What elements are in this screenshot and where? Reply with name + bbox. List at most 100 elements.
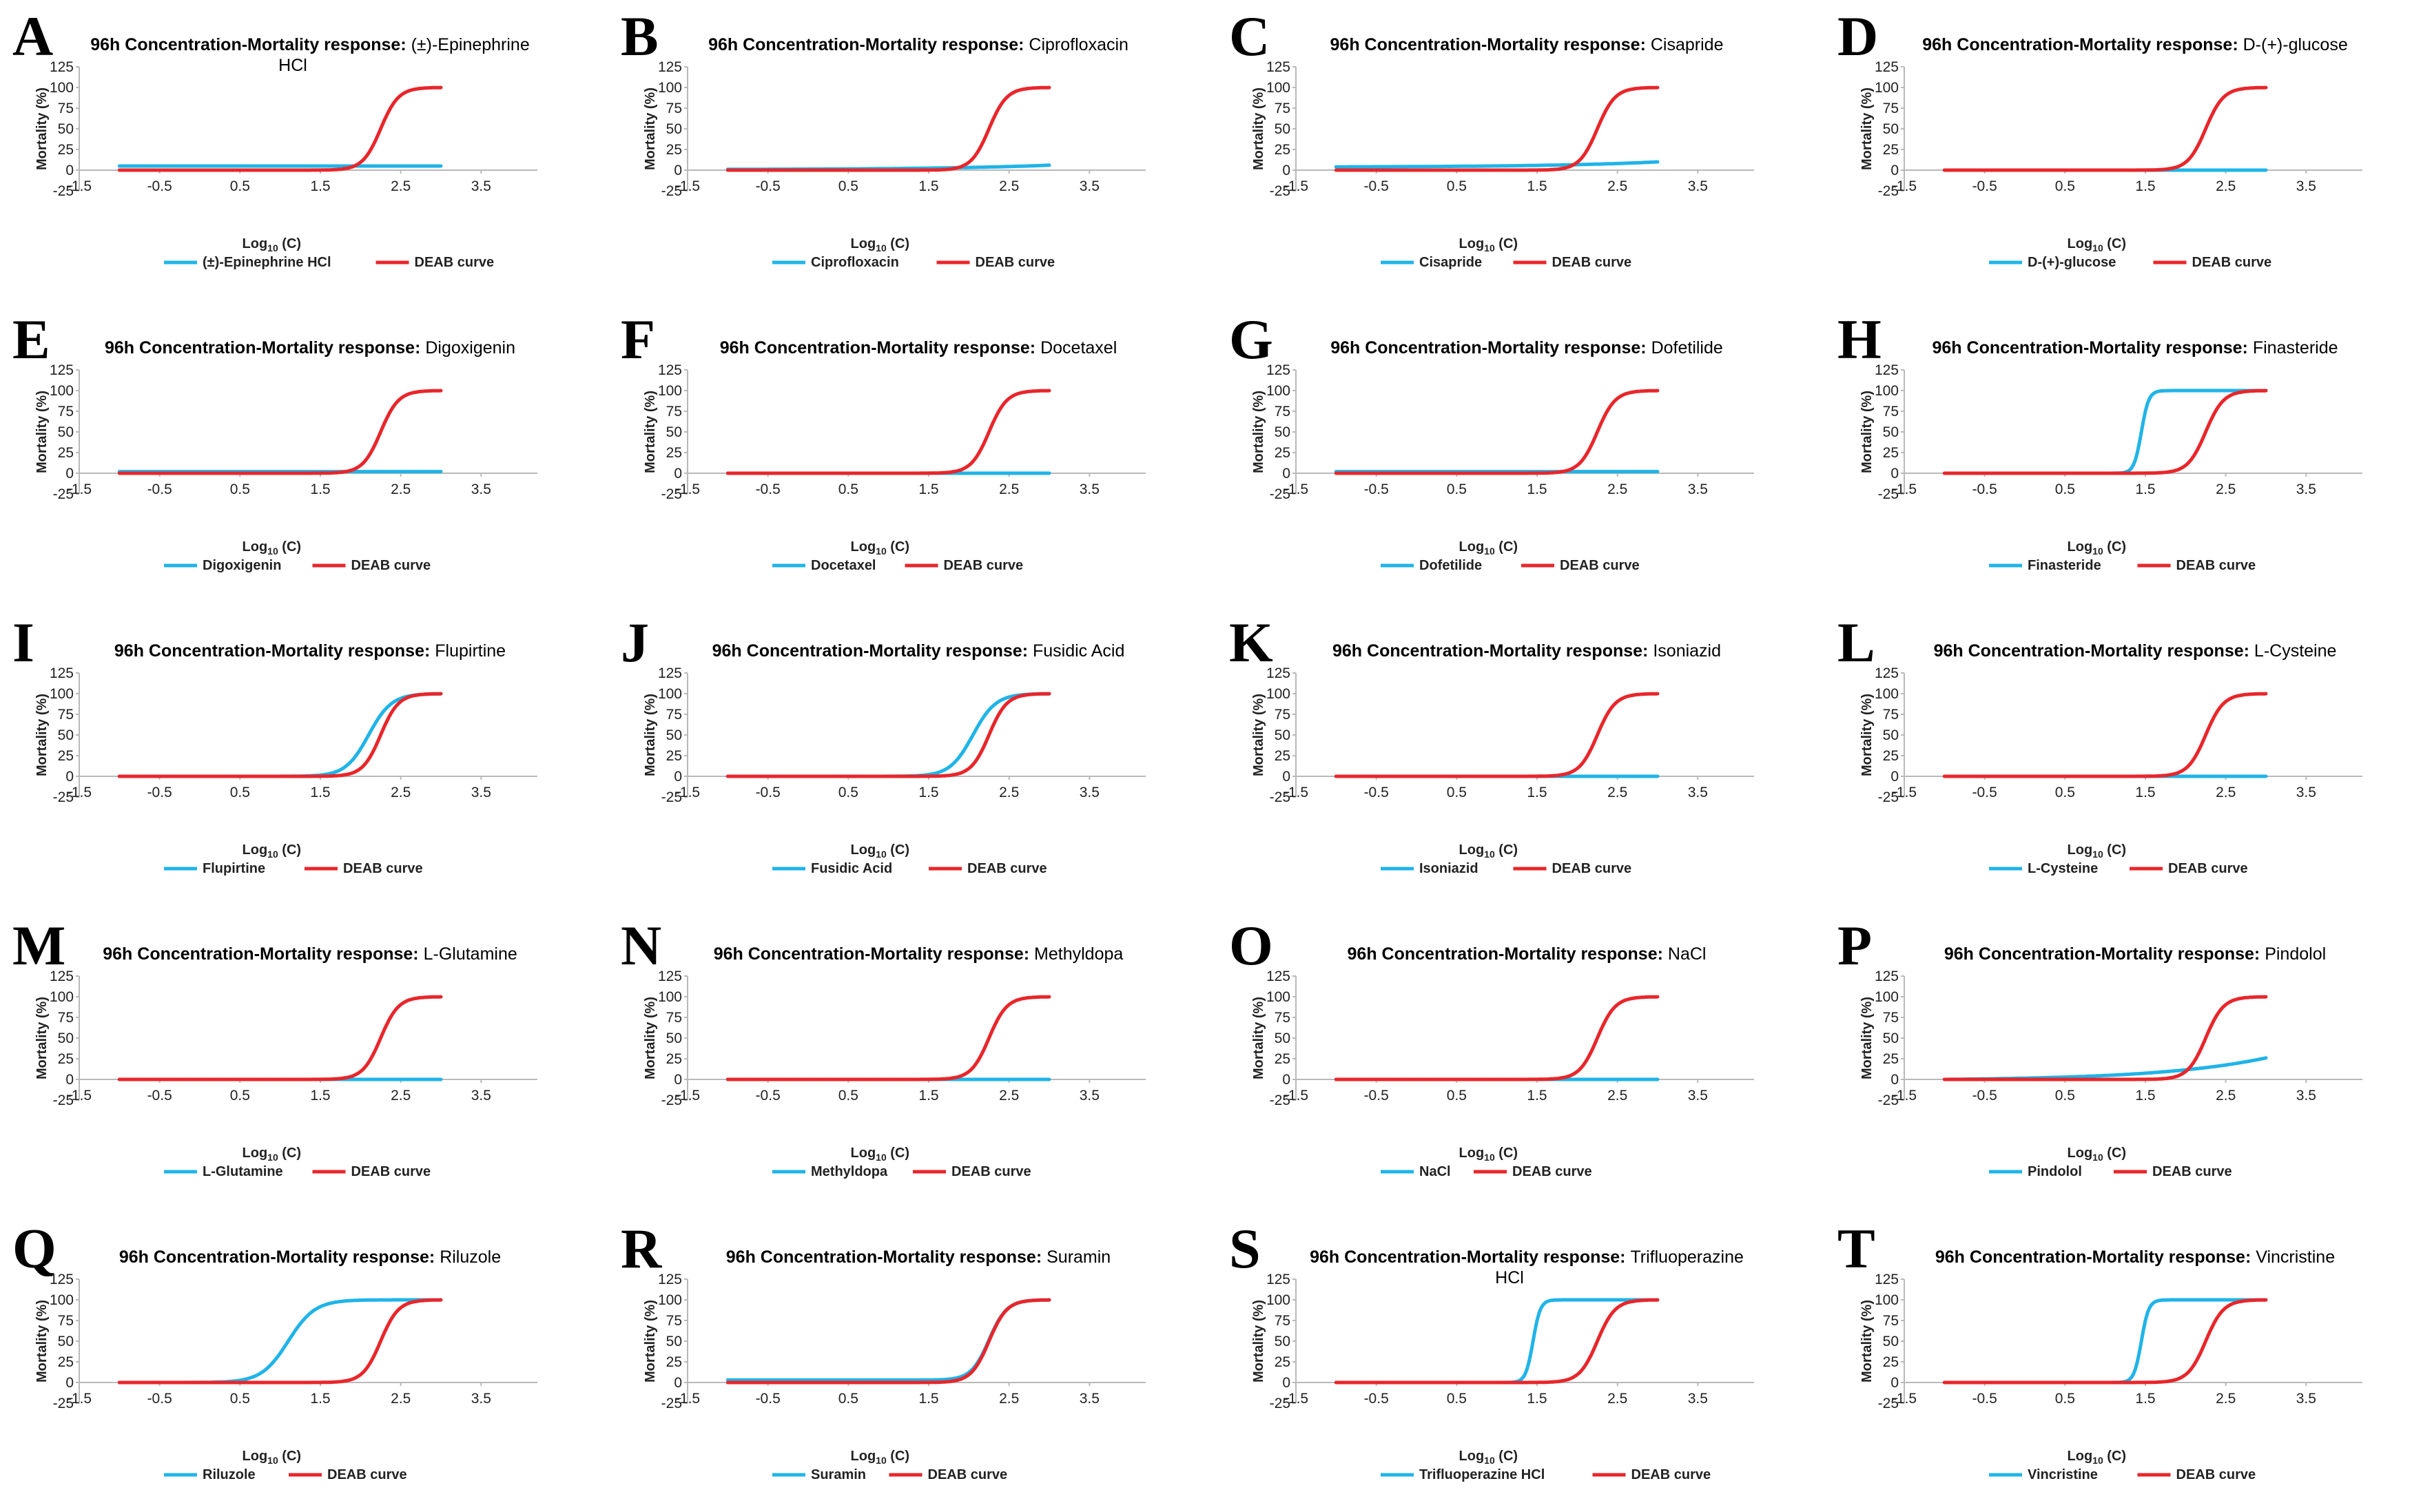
y-tick-label: -25 <box>53 789 74 805</box>
x-tick-label: -0.5 <box>1972 481 1997 497</box>
y-tick-label: 0 <box>65 163 74 178</box>
y-axis-label: Mortality (%) <box>34 1300 50 1382</box>
y-tick-label: 100 <box>658 989 682 1005</box>
chart-title: 96h Concentration-Mortality response: Ci… <box>1330 35 1724 54</box>
x-tick-label: 2.5 <box>2216 178 2236 194</box>
y-tick-label: 125 <box>1875 59 1899 75</box>
y-axis-label: Mortality (%) <box>1859 391 1875 473</box>
drug-curve <box>1334 1298 1660 1385</box>
panel-Q: Q 96h Concentration-Mortality response: R… <box>12 1217 537 1482</box>
x-axis-label: Log10 (C) <box>243 539 302 557</box>
x-tick-label: 2.5 <box>391 481 411 497</box>
x-tick-label: 1.5 <box>918 1391 938 1407</box>
y-tick-label: 50 <box>1275 1031 1290 1046</box>
x-tick-label: -0.5 <box>756 1088 781 1104</box>
x-tick-label: 3.5 <box>1080 785 1100 800</box>
x-tick-label: -1.5 <box>1284 481 1308 497</box>
y-tick-label: -25 <box>53 486 74 502</box>
legend-deab-label: DEAB curve <box>2176 558 2256 573</box>
y-tick-label: 75 <box>666 707 682 723</box>
y-tick-label: 75 <box>1275 1313 1290 1329</box>
x-tick-label: 0.5 <box>1447 481 1467 497</box>
deab-curve <box>1334 995 1660 1081</box>
x-tick-label: 0.5 <box>2055 1088 2075 1104</box>
y-tick-label: 50 <box>1275 121 1290 137</box>
legend-drug-label: Digoxigenin <box>203 558 281 573</box>
x-tick-label: -1.5 <box>1284 1088 1308 1104</box>
panel-L: L 96h Concentration-Mortality response: L… <box>1837 611 2362 876</box>
deab-curve <box>1942 85 2268 172</box>
y-tick-label: -25 <box>1270 1396 1290 1411</box>
x-axis-label: Log10 (C) <box>1459 1449 1518 1466</box>
y-axis-label: Mortality (%) <box>1251 997 1266 1079</box>
deab-curve <box>117 995 443 1081</box>
legend-drug-label: L-Cysteine <box>2028 861 2098 876</box>
y-tick-label: -25 <box>1270 789 1290 805</box>
drug-curve <box>1942 1056 2268 1081</box>
deab-curve <box>725 85 1051 172</box>
x-tick-label: 0.5 <box>230 1391 250 1407</box>
x-tick-label: 0.5 <box>1447 1391 1467 1407</box>
y-tick-label: 125 <box>1266 1272 1290 1287</box>
y-tick-label: 75 <box>58 404 74 420</box>
y-tick-label: 0 <box>1282 769 1290 785</box>
y-tick-label: 50 <box>1883 727 1899 743</box>
y-tick-label: 75 <box>58 101 74 116</box>
y-tick-label: 25 <box>1883 748 1899 764</box>
x-tick-label: -1.5 <box>675 785 700 800</box>
x-tick-label: 0.5 <box>230 785 250 800</box>
y-tick-label: 125 <box>50 362 74 378</box>
deab-curve <box>117 692 443 778</box>
y-tick-label: -25 <box>1270 1092 1290 1108</box>
x-tick-label: 2.5 <box>999 178 1019 194</box>
y-tick-label: -25 <box>661 183 682 199</box>
y-tick-label: 25 <box>58 142 74 158</box>
y-tick-label: -25 <box>53 1092 74 1108</box>
drug-curve <box>1334 160 1660 169</box>
legend-drug-label: Vincristine <box>2028 1467 2098 1482</box>
y-tick-label: 75 <box>1275 101 1290 116</box>
y-tick-label: -25 <box>1878 486 1899 502</box>
x-tick-label: 2.5 <box>1607 785 1627 800</box>
legend-drug-label: (±)-Epinephrine HCl <box>203 255 331 270</box>
y-tick-label: 100 <box>50 383 74 399</box>
y-tick-label: 25 <box>1883 142 1899 158</box>
panel-label: S <box>1229 1217 1261 1280</box>
y-axis-label: Mortality (%) <box>643 1300 658 1382</box>
panel-label: G <box>1229 308 1273 371</box>
x-tick-label: 2.5 <box>1607 1391 1627 1407</box>
y-tick-label: 75 <box>666 1313 682 1329</box>
y-tick-label: 0 <box>1282 1375 1290 1391</box>
x-tick-label: 1.5 <box>1527 1088 1547 1104</box>
x-tick-label: 1.5 <box>1527 1391 1547 1407</box>
y-tick-label: 0 <box>65 1072 74 1088</box>
y-tick-label: 50 <box>1883 1031 1899 1046</box>
panel-label: I <box>12 611 34 674</box>
y-tick-label: -25 <box>1878 789 1899 805</box>
panel-R: R 96h Concentration-Mortality response: S… <box>621 1217 1146 1482</box>
y-axis-label: Mortality (%) <box>643 694 658 776</box>
y-tick-label: 75 <box>1883 1010 1899 1026</box>
x-tick-label: 1.5 <box>1527 785 1547 800</box>
x-tick-label: -0.5 <box>147 785 172 800</box>
chart-title: 96h Concentration-Mortality response: Tr… <box>1310 1247 1744 1267</box>
x-tick-label: 2.5 <box>2216 1088 2236 1104</box>
panel-S: S 96h Concentration-Mortality response: T… <box>1229 1217 1754 1482</box>
x-axis-label: Log10 (C) <box>1459 1146 1518 1163</box>
legend-deab-label: DEAB curve <box>2168 861 2248 876</box>
x-tick-label: -1.5 <box>67 481 92 497</box>
y-tick-label: 0 <box>674 1072 682 1088</box>
legend-deab-label: DEAB curve <box>1631 1467 1711 1482</box>
y-tick-label: 100 <box>1875 686 1899 702</box>
chart-title-line2: HCl <box>278 56 307 75</box>
legend-drug-label: Docetaxel <box>811 558 876 573</box>
x-tick-label: 0.5 <box>2055 1391 2075 1407</box>
x-tick-label: 2.5 <box>391 178 411 194</box>
y-tick-label: 0 <box>674 769 682 785</box>
panel-G: G 96h Concentration-Mortality response: D… <box>1229 308 1754 573</box>
panel-label: A <box>12 5 53 68</box>
x-tick-label: 1.5 <box>310 785 330 800</box>
y-tick-label: 125 <box>1266 59 1290 75</box>
y-tick-label: 75 <box>1883 404 1899 420</box>
x-tick-label: 3.5 <box>471 1391 491 1407</box>
